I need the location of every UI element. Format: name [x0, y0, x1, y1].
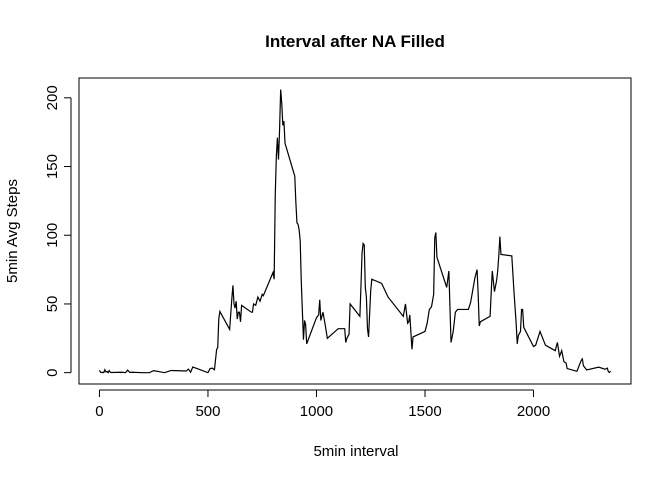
x-tick-label: 1500 — [408, 403, 441, 420]
x-axis-label: 5min interval — [313, 443, 398, 460]
y-tick-label: 100 — [44, 223, 61, 248]
y-tick-label: 150 — [44, 154, 61, 179]
chart-title: Interval after NA Filled — [265, 32, 445, 51]
plot-frame — [78, 77, 632, 385]
y-tick-label: 50 — [44, 296, 61, 313]
x-tick-label: 2000 — [517, 403, 550, 420]
data-line — [98, 89, 612, 374]
y-tick-label: 200 — [44, 85, 61, 110]
x-tick-label: 0 — [95, 403, 103, 420]
x-tick-label: 1000 — [300, 403, 333, 420]
y-axis-label: 5min Avg Steps — [4, 179, 21, 283]
x-tick-label: 500 — [195, 403, 220, 420]
y-tick-label: 0 — [44, 368, 61, 376]
